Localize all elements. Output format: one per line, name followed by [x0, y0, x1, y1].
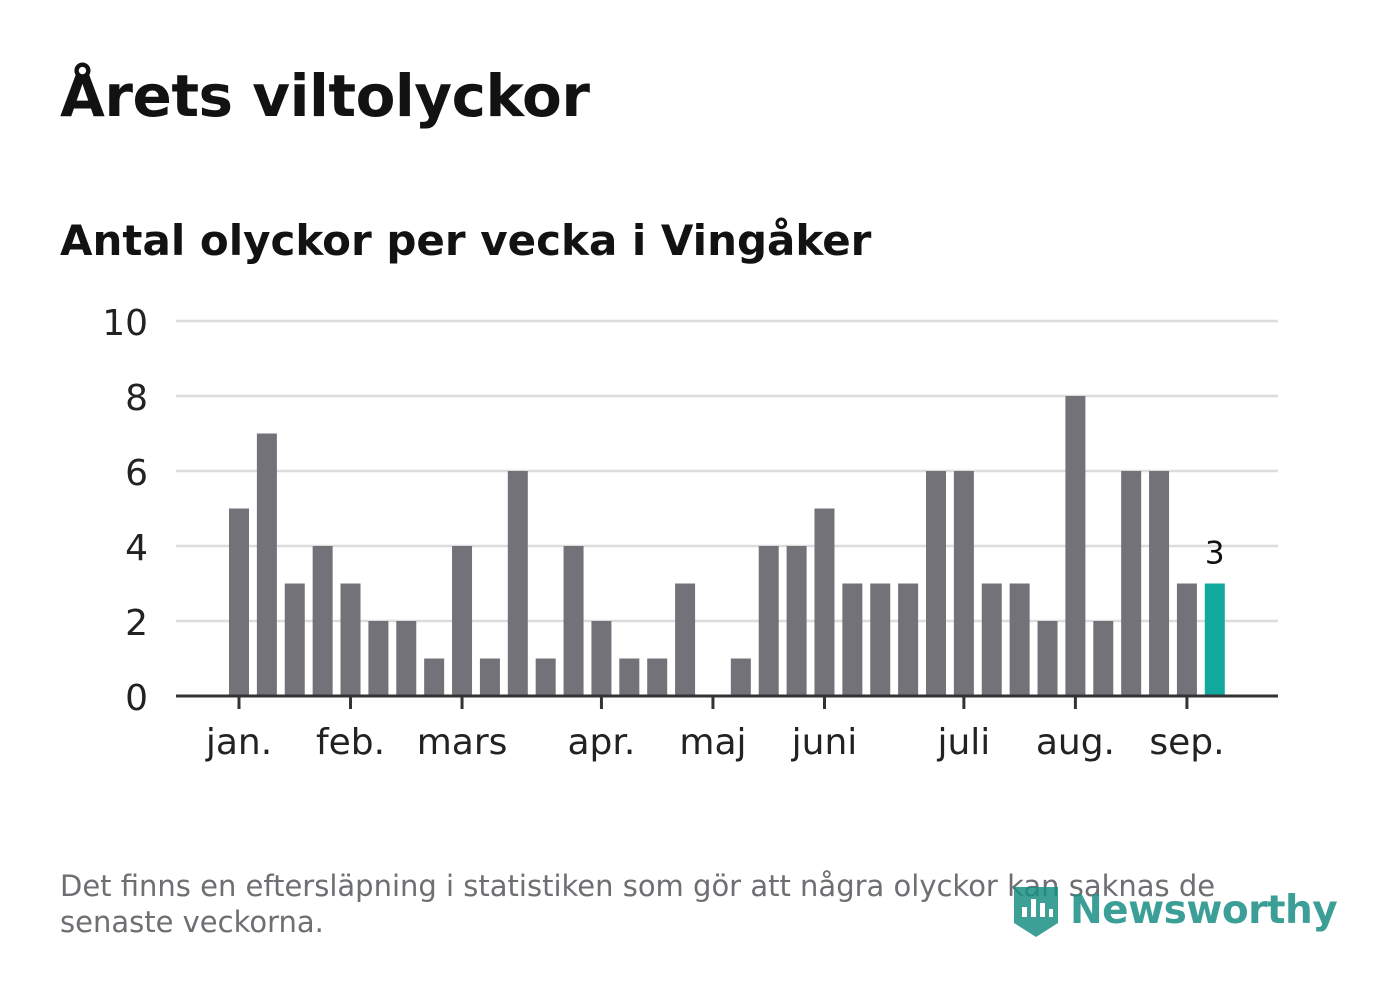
bar — [814, 508, 835, 696]
bar — [256, 433, 277, 696]
x-tick-label: sep. — [1149, 722, 1224, 763]
y-tick-label: 4 — [125, 528, 148, 569]
y-tick-label: 0 — [125, 678, 148, 719]
newsworthy-logo: Newsworthy — [1010, 878, 1338, 942]
bar — [675, 583, 696, 696]
bar — [284, 583, 305, 696]
bar — [758, 546, 779, 696]
x-tick-label: aug. — [1036, 722, 1115, 763]
bar — [1065, 396, 1086, 696]
chart-subtitle: Antal olyckor per vecka i Vingåker — [60, 216, 872, 265]
bar — [647, 658, 668, 696]
bar — [563, 546, 584, 696]
bar — [981, 583, 1002, 696]
x-axis-ticks: jan. feb. mars apr. maj juni juli aug. sep. — [205, 696, 1225, 763]
x-tick-label: feb. — [316, 722, 385, 763]
bar — [953, 471, 974, 696]
bar — [619, 658, 640, 696]
bar — [479, 658, 500, 696]
bar — [396, 621, 417, 696]
data-labels: 3 — [1205, 536, 1225, 572]
bar — [1176, 583, 1197, 696]
data-label-highlight: 3 — [1205, 536, 1225, 572]
bar — [535, 658, 556, 696]
bar — [870, 583, 891, 696]
y-tick-label: 10 — [102, 303, 148, 344]
y-tick-label: 6 — [125, 453, 148, 494]
x-tick-label: mars — [417, 722, 508, 763]
y-tick-label: 2 — [125, 603, 148, 644]
bar — [229, 508, 249, 696]
x-tick-label: maj — [679, 722, 746, 763]
bar — [730, 658, 751, 696]
bar — [424, 658, 445, 696]
x-tick-label: juni — [791, 722, 858, 763]
y-tick-label: 8 — [125, 378, 148, 419]
bar — [452, 546, 473, 696]
logo-text: Newsworthy — [1070, 887, 1338, 933]
x-tick-label: juli — [936, 722, 990, 763]
bar — [1121, 471, 1142, 696]
bar — [340, 583, 361, 696]
bar — [1149, 471, 1170, 696]
bar — [1009, 583, 1030, 696]
chart-title: Årets viltolyckor — [60, 62, 590, 130]
bar — [842, 583, 863, 696]
bar — [926, 471, 946, 696]
bar — [312, 546, 333, 696]
bar — [591, 621, 612, 696]
bar — [1093, 621, 1114, 696]
bar — [368, 621, 389, 696]
newsworthy-logo-icon — [1014, 887, 1058, 937]
bar — [786, 546, 807, 696]
bar — [898, 583, 919, 696]
bar-highlight — [1204, 583, 1225, 696]
bar — [507, 471, 528, 696]
x-tick-label: apr. — [568, 722, 636, 763]
bars — [229, 396, 1225, 696]
gridlines — [176, 319, 1278, 623]
bar — [1037, 621, 1058, 696]
x-tick-label: jan. — [205, 722, 272, 763]
y-axis-ticks: 0 2 4 6 8 10 — [102, 303, 148, 719]
